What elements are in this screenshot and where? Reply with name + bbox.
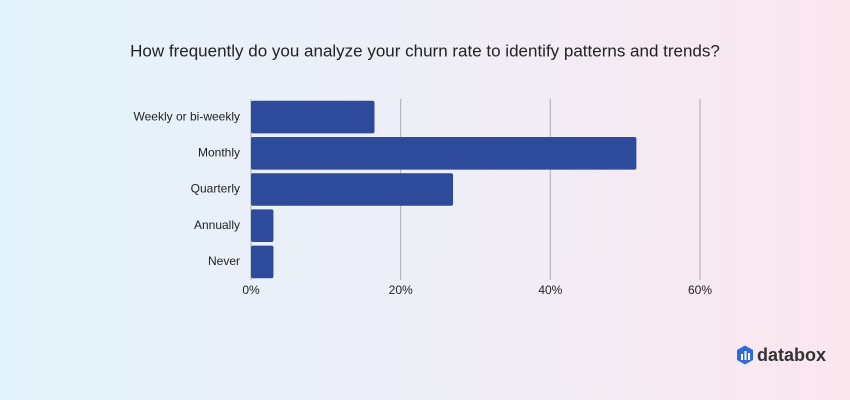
brand-logo: databox <box>737 345 826 365</box>
logo-icon-bar <box>748 353 750 360</box>
bar <box>251 100 375 134</box>
logo-icon-bar <box>744 351 747 360</box>
logo-icon-bar <box>741 354 743 360</box>
x-tick-label: 0% <box>242 283 260 297</box>
y-tick-label: Monthly <box>198 145 240 159</box>
bar <box>251 245 274 279</box>
x-tick-label: 60% <box>688 283 712 297</box>
y-tick-label: Quarterly <box>191 182 240 196</box>
x-tick-label: 40% <box>538 283 562 297</box>
y-tick-label: Weekly or bi-weekly <box>134 109 240 123</box>
bar <box>251 209 274 242</box>
brand-name: databox <box>757 345 826 365</box>
bar <box>251 173 454 206</box>
bar <box>251 137 637 170</box>
x-tick-label: 20% <box>389 283 413 297</box>
y-tick-label: Annually <box>194 218 240 232</box>
chart-title: How frequently do you analyze your churn… <box>130 41 720 60</box>
y-tick-label: Never <box>208 254 240 268</box>
